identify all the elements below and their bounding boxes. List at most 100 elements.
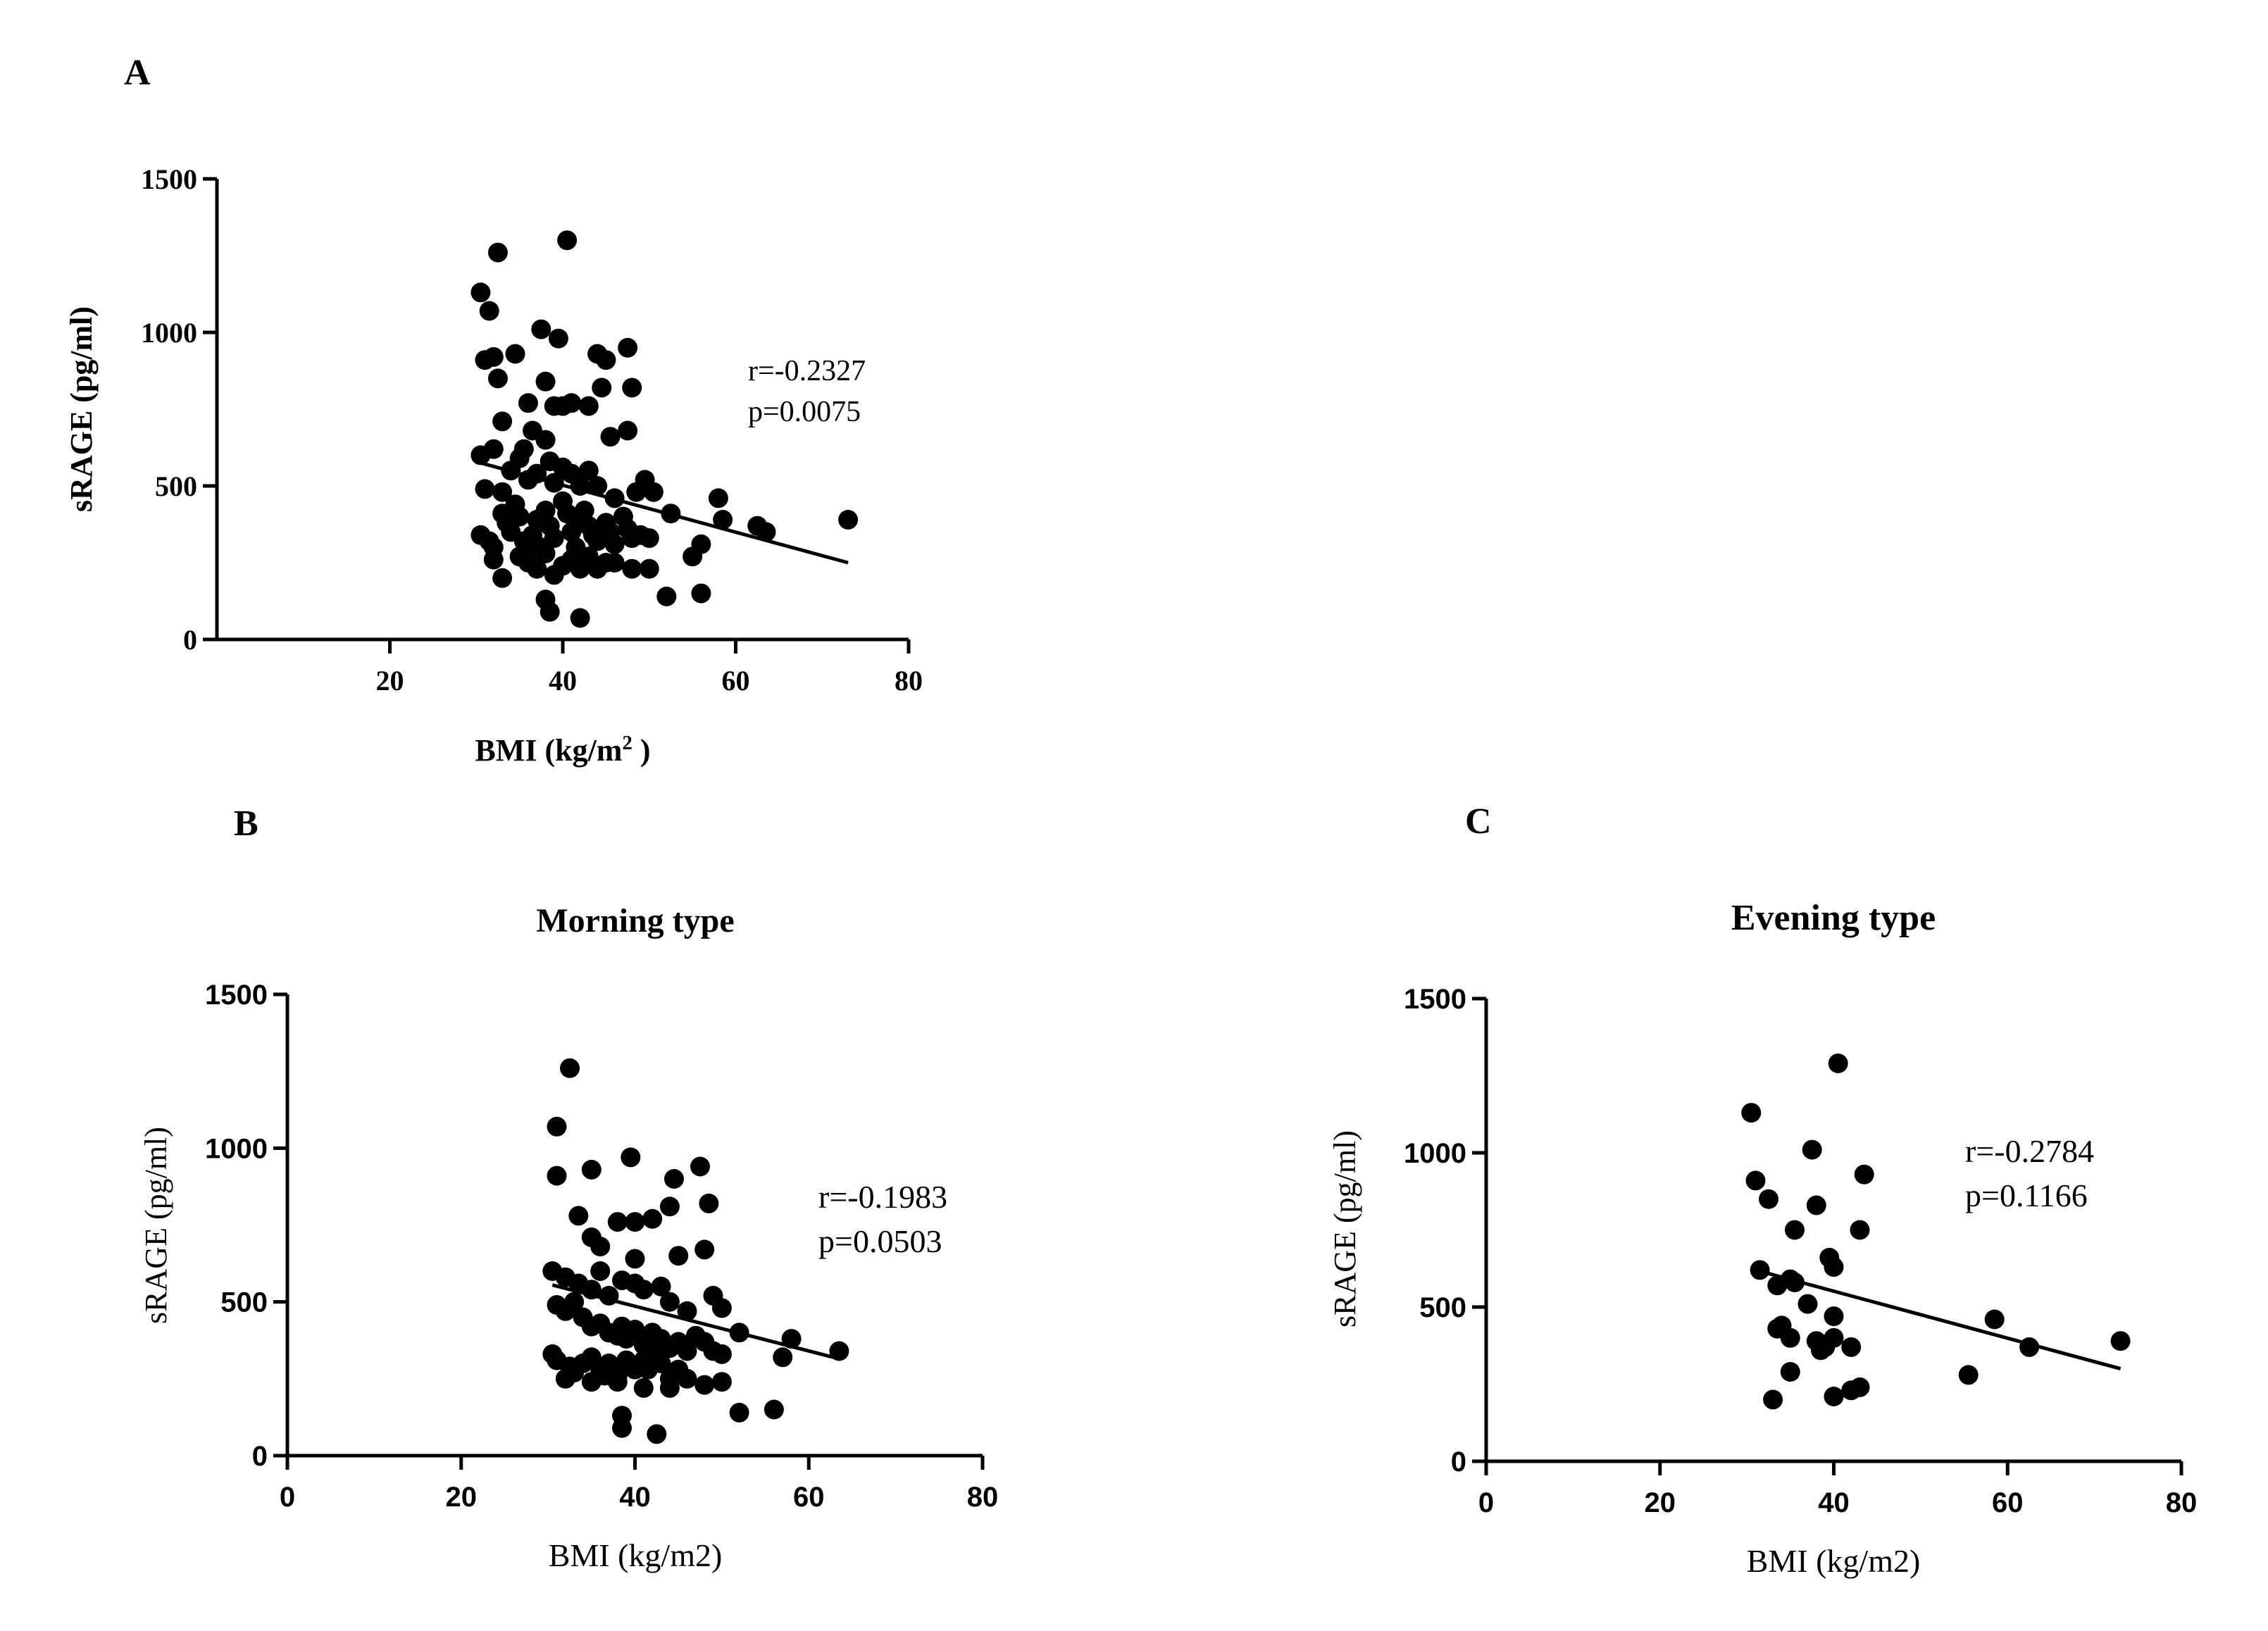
- data-point: [581, 1159, 602, 1180]
- data-point: [1841, 1380, 1862, 1401]
- data-point: [691, 583, 711, 604]
- data-point: [1745, 1170, 1766, 1191]
- data-point: [643, 482, 663, 502]
- chart-title: Evening type: [1731, 898, 1936, 938]
- data-point: [639, 558, 659, 579]
- data-point: [677, 1301, 697, 1321]
- data-point: [492, 482, 513, 502]
- panel-b: B Morning type 0 500 1000 1500 0 20 40 60 80 BMI (k…: [139, 804, 998, 1573]
- data-point: [475, 479, 495, 499]
- data-point: [487, 368, 508, 389]
- x-axis-label-end: ): [633, 733, 651, 768]
- data-point: [639, 528, 659, 549]
- x-tick-label: 60: [722, 665, 750, 696]
- data-point: [509, 506, 530, 527]
- y-tick-label: 0: [252, 1441, 268, 1472]
- data-point: [587, 476, 608, 496]
- data-point: [711, 1372, 732, 1392]
- data-point: [642, 1208, 663, 1229]
- panel-letter: C: [1465, 801, 1492, 842]
- x-tick-label: 40: [619, 1482, 651, 1513]
- x-axis-label-main: BMI (kg/m: [475, 733, 622, 768]
- data-point: [513, 439, 534, 459]
- x-axis-label-superscript: 2: [622, 732, 633, 754]
- data-point: [1841, 1337, 1862, 1357]
- data-point: [625, 1249, 645, 1269]
- data-point: [708, 488, 728, 508]
- y-tick-label: 0: [1451, 1446, 1466, 1477]
- x-tick-label: 80: [2166, 1487, 2198, 1518]
- p-value-label: p=0.1166: [1965, 1177, 2088, 1213]
- x-tick-label: 40: [1818, 1487, 1850, 1518]
- y-tick-label: 1000: [205, 1133, 268, 1164]
- x-axis-label: BMI (kg/m2): [549, 1537, 723, 1573]
- data-point: [479, 301, 499, 321]
- data-point: [487, 242, 508, 263]
- data-point: [557, 230, 578, 251]
- regression-line: [552, 1283, 840, 1361]
- data-point: [518, 393, 538, 413]
- x-tick-label: 80: [967, 1482, 999, 1513]
- data-point: [729, 1402, 749, 1423]
- p-value-label: p=0.0503: [818, 1223, 942, 1259]
- x-tick-label: 0: [1478, 1487, 1494, 1518]
- data-point: [483, 346, 504, 367]
- data-point: [1824, 1257, 1844, 1277]
- data-point: [564, 1292, 585, 1312]
- data-point: [694, 1375, 715, 1395]
- data-point: [633, 1377, 654, 1398]
- data-point: [1854, 1164, 1874, 1185]
- data-point: [756, 522, 776, 542]
- data-point: [561, 393, 582, 413]
- data-point: [773, 1347, 793, 1368]
- data-point: [1741, 1103, 1762, 1123]
- data-point: [622, 377, 642, 398]
- data-point: [1984, 1309, 2005, 1330]
- data-point: [1806, 1195, 1826, 1216]
- data-point: [664, 1169, 684, 1189]
- x-axis-label-main: BMI (kg/m2): [1747, 1543, 1921, 1579]
- y-tick-label: 500: [155, 470, 197, 502]
- x-tick-label: 60: [1992, 1487, 2024, 1518]
- y-tick-label: 1500: [141, 163, 197, 195]
- data-point: [574, 500, 594, 520]
- panel-letter: A: [124, 53, 151, 93]
- data-point: [651, 1354, 671, 1373]
- data-point: [581, 1372, 602, 1392]
- panel-c: C Evening type 0 500 1000 1500 0 20 40 60 80 BMI (k…: [1328, 801, 2197, 1579]
- data-point: [713, 510, 733, 530]
- correlation-r-label: r=-0.1983: [818, 1179, 947, 1215]
- data-point: [604, 553, 625, 573]
- data-point: [1767, 1275, 1788, 1296]
- y-tick-label: 1500: [205, 980, 268, 1011]
- x-axis-label: BMI (kg/m2 ): [475, 732, 650, 768]
- data-point: [547, 1116, 567, 1137]
- chart-title: Morning type: [536, 902, 734, 939]
- y-tick-label: 0: [183, 624, 197, 656]
- data-point: [544, 528, 564, 549]
- x-tick-label: 0: [280, 1482, 295, 1513]
- data-point: [607, 1212, 628, 1232]
- y-axis-label: sRAGE (pg/ml): [1328, 1130, 1362, 1327]
- data-point: [548, 328, 568, 349]
- data-point: [625, 1320, 645, 1339]
- data-point: [604, 534, 625, 554]
- regression-line: [480, 461, 849, 565]
- data-point: [592, 377, 612, 398]
- x-axis-label: BMI (kg/m2): [1747, 1543, 1921, 1579]
- data-point: [1780, 1327, 1800, 1348]
- data-point: [560, 1058, 580, 1078]
- data-point: [535, 371, 556, 392]
- data-point: [540, 601, 560, 622]
- data-point: [590, 1237, 611, 1257]
- data-point: [535, 543, 556, 563]
- data-point: [690, 1156, 710, 1177]
- data-point: [618, 420, 638, 441]
- data-point: [483, 439, 504, 459]
- data-point: [612, 1418, 632, 1438]
- data-point: [1780, 1362, 1800, 1382]
- data-point: [625, 1212, 645, 1232]
- data-point: [668, 1246, 689, 1266]
- data-point: [1785, 1220, 1805, 1240]
